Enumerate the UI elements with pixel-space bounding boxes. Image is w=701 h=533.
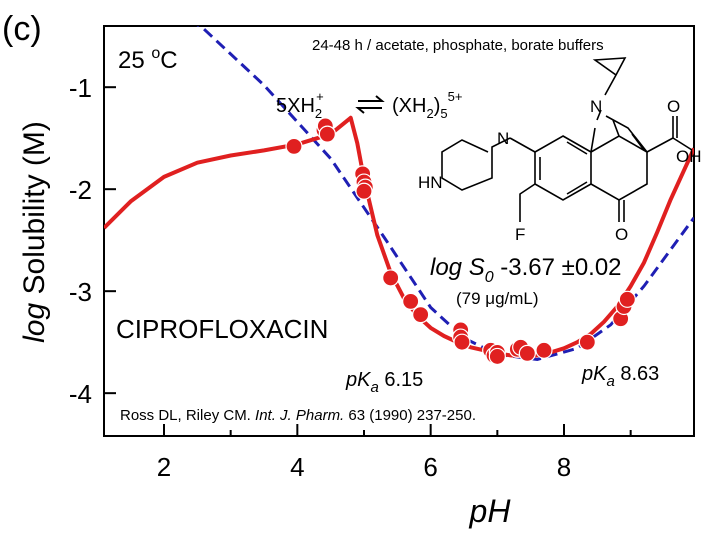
log-s0-label: log S0 -3.67 ±0.02 [430, 254, 622, 286]
data-point [355, 182, 373, 200]
henderson-hasselbalch-line [196, 26, 694, 362]
compound-name: CIPROFLOXACIN [116, 314, 328, 344]
y-tick-label: -4 [69, 379, 92, 409]
data-point [518, 344, 536, 362]
y-tick-label: -3 [69, 277, 92, 307]
equilibrium-left: 5XH2+ [276, 89, 324, 121]
data-point [402, 292, 420, 310]
plot-frame [103, 25, 695, 437]
data-point [285, 137, 303, 155]
svg-text:HN: HN [418, 173, 443, 192]
data-point [535, 341, 553, 359]
y-tick-label: -2 [69, 175, 92, 205]
svg-text:O: O [667, 97, 680, 116]
svg-text:O: O [615, 225, 628, 244]
x-tick-label: 8 [557, 452, 571, 482]
data-point [618, 290, 636, 308]
x-axis-label: pH [469, 493, 512, 529]
data-point [488, 347, 506, 366]
data-point [382, 269, 400, 287]
data-point [412, 306, 430, 324]
data-point [578, 333, 596, 351]
x-tick-label: 4 [290, 452, 304, 482]
svg-text:N: N [497, 129, 509, 148]
data-point [453, 333, 471, 351]
equilibrium-arrows [355, 95, 385, 114]
axis-ticks: 2 4 6 8 -1 -2 -3 -4 [69, 73, 632, 482]
temperature-label: 25 oC [118, 45, 178, 74]
structure-atom-labels: N O OH O HN N F [418, 97, 701, 244]
data-points [285, 117, 636, 366]
ciprofloxacin-structure [441, 57, 693, 222]
svg-text:F: F [515, 225, 525, 244]
panel-label: (c) [2, 10, 42, 48]
svg-text:N: N [590, 97, 602, 116]
pka1-label: pKa 6.15 [345, 369, 423, 396]
y-axis-label: log Solubility (M) [18, 121, 51, 343]
log-s0-ug-label: (79 μg/mL) [456, 289, 539, 308]
x-tick-label: 2 [157, 452, 171, 482]
pka2-label: pKa 8.63 [581, 363, 659, 390]
equilibrium-right: (XH2)55+ [392, 89, 462, 121]
data-point [318, 125, 336, 143]
y-tick-label: -1 [69, 73, 92, 103]
reference-citation: Ross DL, Riley CM. Int. J. Pharm. 63 (19… [120, 407, 476, 424]
x-tick-label: 6 [423, 452, 437, 482]
conditions-label: 24-48 h / acetate, phosphate, borate buf… [312, 37, 604, 54]
svg-text:OH: OH [676, 147, 701, 166]
